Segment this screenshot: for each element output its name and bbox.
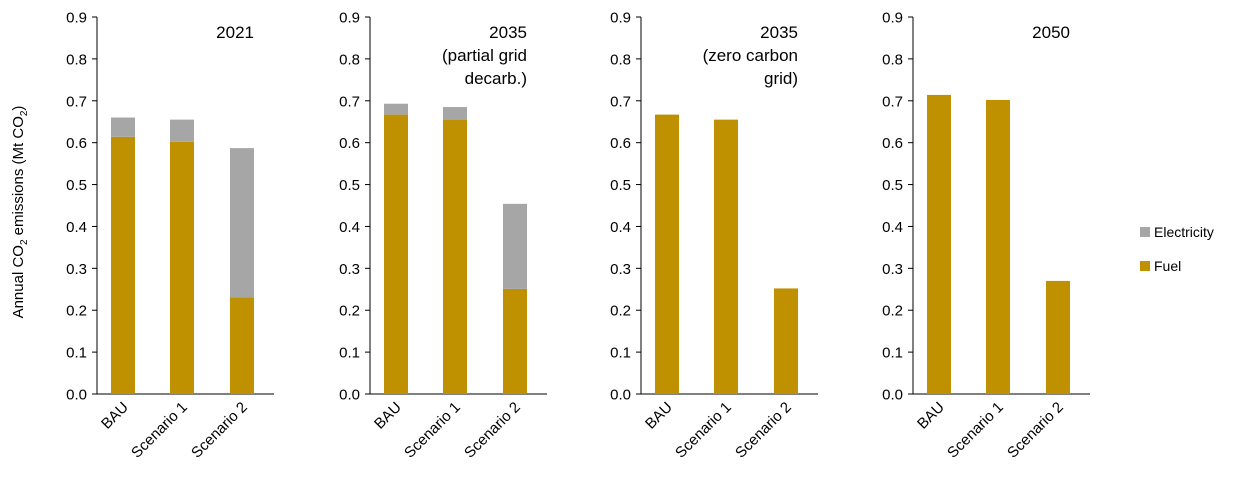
x-tick-label: Scenario 2 bbox=[188, 399, 251, 462]
y-tick-label: 0.0 bbox=[610, 387, 631, 404]
y-tick-label: 0.4 bbox=[339, 219, 360, 236]
bar-fuel bbox=[443, 119, 467, 394]
panel-title: 2035 bbox=[489, 23, 527, 42]
y-tick-label: 0.3 bbox=[882, 261, 903, 278]
bar-electricity bbox=[443, 107, 467, 120]
x-tick-label: BAU bbox=[642, 399, 676, 433]
bar-electricity bbox=[503, 203, 527, 289]
chart-panel-1: 0.00.10.20.30.40.50.60.70.80.9BAUScenari… bbox=[66, 10, 274, 462]
legend-label-fuel: Fuel bbox=[1154, 258, 1181, 274]
y-tick-label: 0.2 bbox=[339, 303, 360, 320]
y-tick-label: 0.1 bbox=[339, 345, 360, 362]
y-tick-label: 0.0 bbox=[882, 387, 903, 404]
bar-fuel bbox=[986, 99, 1010, 394]
x-tick-label: Scenario 2 bbox=[732, 399, 795, 462]
y-tick-label: 0.7 bbox=[610, 93, 631, 110]
legend: Electricity Fuel bbox=[1140, 224, 1214, 274]
x-tick-label: Scenario 1 bbox=[401, 399, 464, 462]
y-tick-label: 0.5 bbox=[610, 177, 631, 194]
bar-fuel bbox=[927, 94, 951, 394]
bar-fuel bbox=[774, 288, 798, 394]
x-tick-label: BAU bbox=[371, 399, 405, 433]
panel-title: 2035 bbox=[760, 23, 798, 42]
y-tick-label: 0.3 bbox=[66, 261, 87, 278]
bar-fuel bbox=[170, 141, 194, 394]
legend-swatch-fuel bbox=[1140, 261, 1150, 271]
y-tick-label: 0.5 bbox=[66, 177, 87, 194]
y-tick-label: 0.7 bbox=[339, 93, 360, 110]
legend-label-electricity: Electricity bbox=[1154, 224, 1214, 240]
bar-electricity bbox=[230, 148, 254, 298]
y-tick-label: 0.7 bbox=[66, 93, 87, 110]
x-tick-label: Scenario 1 bbox=[128, 399, 191, 462]
y-tick-label: 0.0 bbox=[339, 387, 360, 404]
y-tick-label: 0.8 bbox=[66, 51, 87, 68]
y-axis-label: Annual CO2 emissions (Mt CO2) bbox=[10, 106, 30, 319]
bar-fuel bbox=[714, 119, 738, 394]
chart-panel-3: 0.00.10.20.30.40.50.60.70.80.9BAUScenari… bbox=[610, 10, 818, 462]
y-tick-label: 0.6 bbox=[66, 135, 87, 152]
x-tick-label: Scenario 2 bbox=[1004, 399, 1067, 462]
y-tick-label: 0.4 bbox=[66, 219, 87, 236]
y-tick-label: 0.6 bbox=[610, 135, 631, 152]
y-tick-label: 0.6 bbox=[339, 135, 360, 152]
panel-title: 2050 bbox=[1032, 23, 1070, 42]
chart-panels: 0.00.10.20.30.40.50.60.70.80.9BAUScenari… bbox=[66, 10, 1090, 462]
y-tick-label: 0.5 bbox=[882, 177, 903, 194]
legend-swatch-electricity bbox=[1140, 227, 1150, 237]
y-tick-label: 0.9 bbox=[339, 10, 360, 27]
y-tick-label: 0.5 bbox=[339, 177, 360, 194]
y-tick-label: 0.1 bbox=[882, 345, 903, 362]
y-tick-label: 0.3 bbox=[339, 261, 360, 278]
y-tick-label: 0.4 bbox=[882, 219, 903, 236]
bar-fuel bbox=[503, 288, 527, 394]
y-tick-label: 0.9 bbox=[66, 10, 87, 27]
x-tick-label: Scenario 1 bbox=[944, 399, 1007, 462]
bar-fuel bbox=[655, 114, 679, 395]
y-tick-label: 0.1 bbox=[610, 345, 631, 362]
y-tick-label: 0.0 bbox=[66, 387, 87, 404]
chart-panel-4: 0.00.10.20.30.40.50.60.70.80.9BAUScenari… bbox=[882, 10, 1090, 462]
y-tick-label: 0.4 bbox=[610, 219, 631, 236]
panel-title: (zero carbon bbox=[703, 46, 798, 65]
panel-title: grid) bbox=[764, 69, 798, 88]
x-tick-label: BAU bbox=[98, 399, 132, 433]
y-tick-label: 0.3 bbox=[610, 261, 631, 278]
bar-electricity bbox=[384, 103, 408, 115]
y-tick-label: 0.8 bbox=[610, 51, 631, 68]
bar-fuel bbox=[384, 114, 408, 395]
bar-electricity bbox=[170, 119, 194, 142]
y-tick-label: 0.2 bbox=[610, 303, 631, 320]
y-tick-label: 0.1 bbox=[66, 345, 87, 362]
x-tick-label: Scenario 2 bbox=[461, 399, 524, 462]
bar-electricity bbox=[111, 117, 135, 137]
y-tick-label: 0.2 bbox=[66, 303, 87, 320]
bar-fuel bbox=[230, 297, 254, 394]
y-tick-label: 0.8 bbox=[339, 51, 360, 68]
panel-title: (partial grid bbox=[442, 46, 527, 65]
y-tick-label: 0.6 bbox=[882, 135, 903, 152]
bar-fuel bbox=[1046, 280, 1070, 394]
bar-fuel bbox=[111, 136, 135, 394]
x-tick-label: Scenario 1 bbox=[672, 399, 735, 462]
chart-panel-2: 0.00.10.20.30.40.50.60.70.80.9BAUScenari… bbox=[339, 10, 547, 462]
y-tick-label: 0.7 bbox=[882, 93, 903, 110]
panel-title: decarb.) bbox=[465, 69, 527, 88]
x-tick-label: BAU bbox=[914, 399, 948, 433]
y-tick-label: 0.8 bbox=[882, 51, 903, 68]
y-tick-label: 0.9 bbox=[882, 10, 903, 27]
y-tick-label: 0.2 bbox=[882, 303, 903, 320]
panel-title: 2021 bbox=[216, 23, 254, 42]
y-tick-label: 0.9 bbox=[610, 10, 631, 27]
